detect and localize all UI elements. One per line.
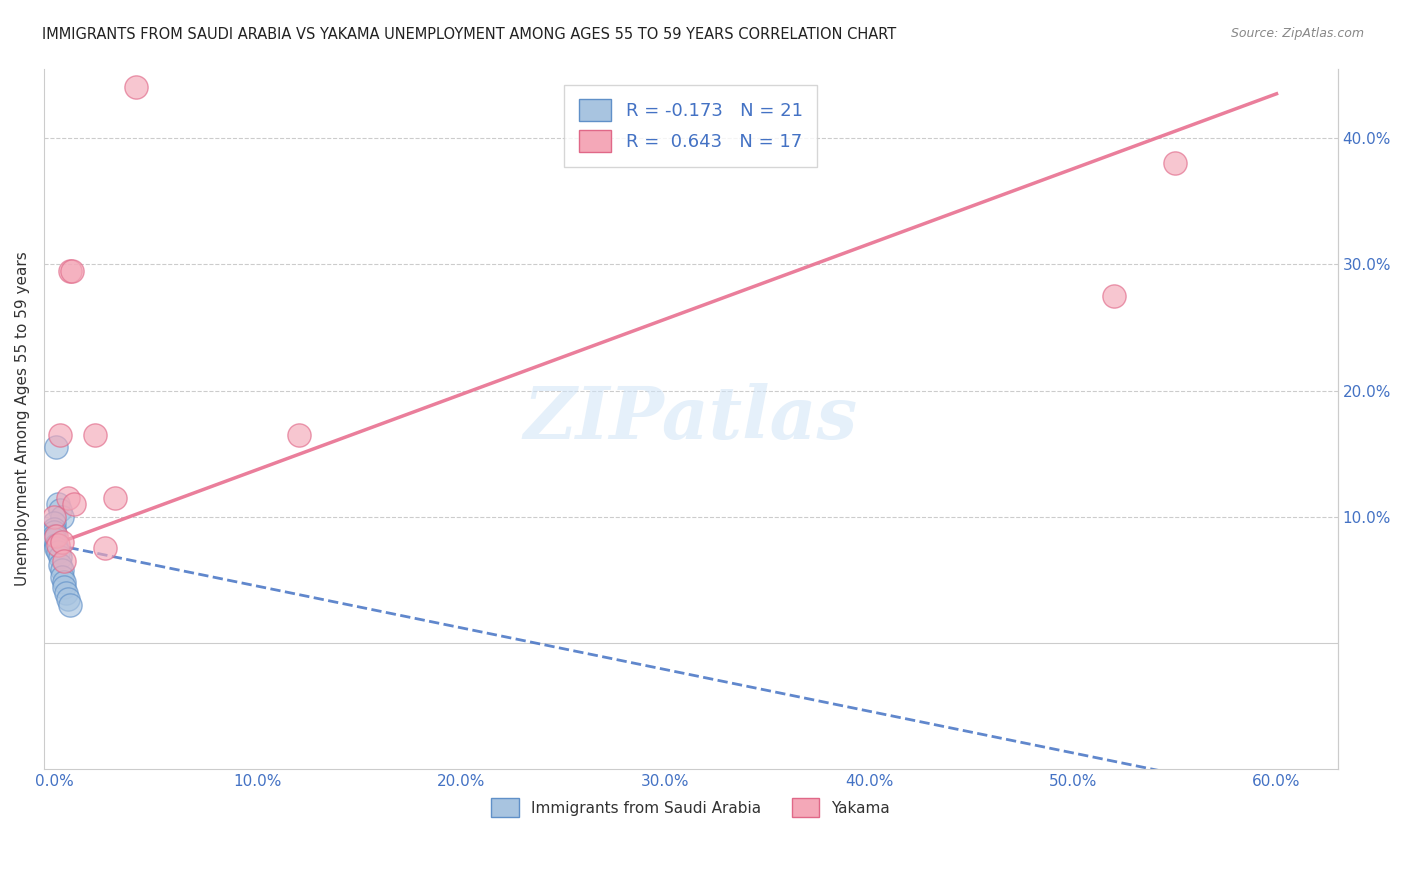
Point: [58, 591, 80, 606]
Point: [51, 563, 73, 577]
Point: [42, 516, 65, 530]
Point: [53, 575, 76, 590]
Point: [49, 558, 72, 572]
Text: Source: ZipAtlas.com: Source: ZipAtlas.com: [1230, 27, 1364, 40]
Point: [51, 509, 73, 524]
Point: [42, 522, 65, 536]
Point: [49, 550, 72, 565]
Point: [45, 440, 67, 454]
Point: [46, 537, 69, 551]
Point: [94, 541, 117, 556]
Point: [58, 491, 80, 505]
Text: IMMIGRANTS FROM SAUDI ARABIA VS YAKAMA UNEMPLOYMENT AMONG AGES 55 TO 59 YEARS CO: IMMIGRANTS FROM SAUDI ARABIA VS YAKAMA U…: [42, 27, 897, 42]
Point: [1102, 289, 1125, 303]
Point: [49, 503, 72, 517]
Point: [124, 80, 146, 95]
Point: [53, 581, 76, 595]
Point: [45, 537, 67, 551]
Point: [55, 585, 77, 599]
Point: [45, 529, 67, 543]
Point: [46, 545, 69, 559]
Point: [49, 427, 72, 442]
Point: [83, 427, 105, 442]
Point: [51, 535, 73, 549]
Point: [1163, 156, 1185, 170]
Legend: Immigrants from Saudi Arabia, Yakama: Immigrants from Saudi Arabia, Yakama: [484, 791, 898, 825]
Point: [42, 509, 65, 524]
Point: [42, 524, 65, 539]
Point: [42, 529, 65, 543]
Text: ZIPatlas: ZIPatlas: [523, 384, 858, 454]
Point: [46, 497, 69, 511]
Point: [53, 554, 76, 568]
Point: [42, 533, 65, 547]
Point: [59, 263, 82, 277]
Point: [63, 497, 86, 511]
Point: [287, 427, 309, 442]
Y-axis label: Unemployment Among Ages 55 to 59 years: Unemployment Among Ages 55 to 59 years: [15, 252, 30, 586]
Point: [59, 598, 82, 612]
Point: [45, 541, 67, 556]
Point: [51, 570, 73, 584]
Point: [62, 263, 84, 277]
Point: [104, 491, 127, 505]
